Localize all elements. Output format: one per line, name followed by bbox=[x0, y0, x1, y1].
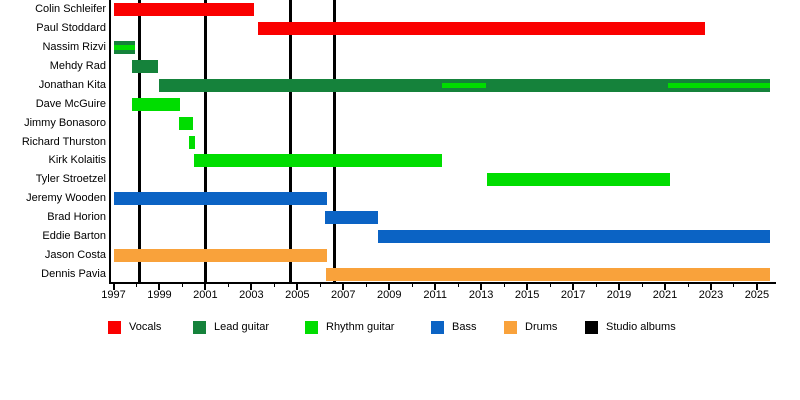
x-axis-tick-label: 2021 bbox=[652, 289, 678, 301]
x-axis-tick-label: 2019 bbox=[606, 289, 632, 301]
legend-label: Rhythm guitar bbox=[326, 321, 395, 333]
member-label: Jonathan Kita bbox=[38, 78, 106, 91]
x-axis-major-tick bbox=[434, 284, 437, 290]
x-axis-tick-label: 1999 bbox=[147, 289, 172, 301]
x-axis-minor-tick bbox=[503, 284, 505, 287]
x-axis-major-tick bbox=[250, 284, 253, 290]
member-label: Kirk Kolaitis bbox=[48, 154, 106, 167]
member-label: Colin Schleifer bbox=[35, 3, 106, 15]
member-label: Brad Horion bbox=[47, 211, 106, 224]
x-axis-minor-tick bbox=[641, 284, 643, 287]
x-axis-minor-tick bbox=[457, 284, 459, 287]
timeline-bar bbox=[131, 59, 159, 73]
x-axis-tick-label: 2005 bbox=[285, 289, 310, 301]
x-axis-minor-tick bbox=[181, 284, 183, 287]
timeline-bar bbox=[159, 78, 770, 92]
timeline-bar-stripe bbox=[668, 82, 770, 88]
x-axis-line bbox=[109, 282, 776, 284]
x-axis-tick-label: 2011 bbox=[423, 289, 448, 301]
x-axis-major-tick bbox=[572, 284, 575, 290]
x-axis-tick-label: 1997 bbox=[101, 289, 126, 301]
x-axis-major-tick bbox=[709, 284, 712, 290]
timeline-bar bbox=[178, 116, 193, 130]
x-axis-minor-tick bbox=[549, 284, 551, 287]
legend-swatch-vocals bbox=[108, 321, 121, 334]
x-axis-minor-tick bbox=[319, 284, 321, 287]
x-axis-minor-tick bbox=[135, 284, 137, 287]
timeline-bar bbox=[113, 3, 254, 16]
legend-label: Studio albums bbox=[606, 321, 676, 333]
x-axis-minor-tick bbox=[687, 284, 689, 287]
x-axis-tick-label: 2007 bbox=[331, 289, 356, 301]
legend-label: Lead guitar bbox=[214, 321, 270, 333]
timeline-bar-stripe bbox=[442, 82, 486, 88]
legend-swatch-albums bbox=[585, 321, 598, 334]
x-axis-major-tick bbox=[480, 284, 483, 290]
x-axis-tick-label: 2015 bbox=[514, 289, 540, 301]
timeline-bar-stripe bbox=[113, 44, 136, 50]
x-axis-minor-tick bbox=[595, 284, 597, 287]
x-axis-tick-label: 2003 bbox=[239, 289, 264, 301]
studio-album-line bbox=[332, 0, 336, 283]
x-axis-minor-tick bbox=[273, 284, 275, 287]
studio-album-line bbox=[203, 0, 207, 283]
member-label: Paul Stoddard bbox=[36, 21, 106, 34]
y-axis-line bbox=[109, 0, 111, 284]
member-label: Eddie Barton bbox=[42, 230, 106, 243]
timeline-bar bbox=[377, 230, 770, 244]
member-label: Richard Thurston bbox=[21, 135, 106, 148]
timeline-bar bbox=[193, 154, 443, 168]
member-label: Nassim Rizvi bbox=[42, 40, 106, 53]
x-axis-tick-label: 2009 bbox=[377, 289, 402, 301]
x-axis-tick-label: 2023 bbox=[698, 289, 724, 301]
x-axis-major-tick bbox=[755, 284, 758, 290]
legend-swatch-drums bbox=[504, 321, 517, 334]
legend-label: Bass bbox=[452, 321, 477, 333]
legend-swatch-lead_guitar bbox=[193, 321, 206, 334]
timeline-bar bbox=[326, 268, 770, 282]
member-label: Tyler Stroetzel bbox=[35, 173, 106, 186]
x-axis-major-tick bbox=[342, 284, 345, 290]
x-axis-major-tick bbox=[526, 284, 529, 290]
studio-album-line bbox=[288, 0, 292, 283]
timeline-bar bbox=[486, 173, 670, 187]
x-axis-major-tick bbox=[296, 284, 299, 290]
timeline-bar bbox=[131, 97, 181, 111]
timeline-bar bbox=[113, 40, 136, 54]
x-axis-major-tick bbox=[204, 284, 207, 290]
x-axis-tick-label: 2013 bbox=[468, 289, 494, 301]
timeline-bar bbox=[113, 192, 328, 206]
member-label: Jeremy Wooden bbox=[26, 192, 106, 205]
legend-swatch-rhythm_guitar bbox=[305, 321, 318, 334]
legend-label: Drums bbox=[525, 321, 558, 333]
x-axis-minor-tick bbox=[227, 284, 229, 287]
timeline-bar bbox=[113, 249, 328, 263]
member-label: Mehdy Rad bbox=[49, 59, 106, 72]
x-axis-major-tick bbox=[664, 284, 667, 290]
legend-swatch-bass bbox=[431, 321, 444, 334]
timeline-bar bbox=[324, 211, 378, 225]
legend-label: Vocals bbox=[129, 321, 162, 333]
timeline-bar bbox=[189, 135, 196, 149]
x-axis-major-tick bbox=[112, 284, 115, 290]
x-axis-tick-label: 2017 bbox=[560, 289, 586, 301]
member-label: Jimmy Bonasoro bbox=[24, 116, 106, 129]
timeline-bar bbox=[258, 21, 706, 35]
x-axis-major-tick bbox=[158, 284, 161, 290]
member-label: Dennis Pavia bbox=[41, 268, 106, 281]
x-axis-major-tick bbox=[618, 284, 621, 290]
member-label: Dave McGuire bbox=[35, 97, 106, 110]
member-label: Jason Costa bbox=[44, 249, 106, 262]
x-axis-minor-tick bbox=[411, 284, 413, 287]
x-axis-tick-label: 2001 bbox=[193, 289, 218, 301]
x-axis-minor-tick bbox=[365, 284, 367, 287]
x-axis-minor-tick bbox=[733, 284, 735, 287]
studio-album-line bbox=[138, 0, 142, 283]
x-axis-major-tick bbox=[388, 284, 391, 290]
x-axis-tick-label: 2025 bbox=[744, 289, 770, 301]
